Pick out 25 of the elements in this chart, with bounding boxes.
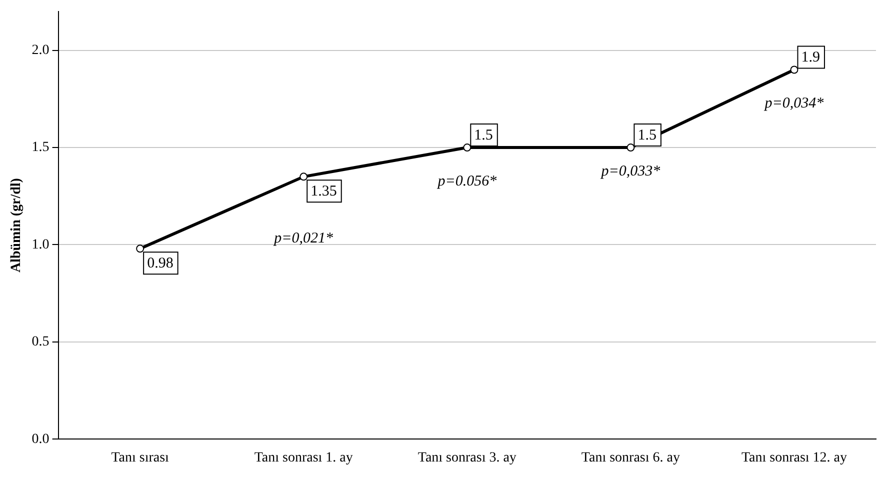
annotation: p=0,021* xyxy=(273,230,334,247)
point xyxy=(463,144,472,152)
data-label: 1.35 xyxy=(310,184,337,200)
y-tick-label: 1.5 xyxy=(32,140,50,156)
annotation: p=0,034* xyxy=(764,96,824,112)
point xyxy=(790,66,798,74)
data-label: 0.98 xyxy=(147,256,174,272)
x-tick-label: Tanı sonrası 6. ay xyxy=(581,450,680,466)
y-tick-label: 0.0 xyxy=(32,432,50,447)
y-tick-label: 2.0 xyxy=(32,42,50,58)
y-tick-label: 1.0 xyxy=(32,237,50,252)
annotation: p=0.056* xyxy=(436,173,498,190)
x-tick-label: Tanı sonrası 3. ay xyxy=(418,450,516,466)
point xyxy=(626,144,635,152)
data-label: 1.5 xyxy=(638,127,656,144)
y-tick-label: 0.5 xyxy=(32,334,50,350)
x-tick-label: Tanı sonrası 12. ay xyxy=(741,450,848,466)
x-tick-label: Tanı sonrası 1. ay xyxy=(254,450,353,466)
point xyxy=(300,172,308,181)
data-label: 1.5 xyxy=(474,127,493,144)
y-axis-title: Albümin (gr/dl) xyxy=(9,178,24,273)
data-label: 1.9 xyxy=(801,50,820,66)
point xyxy=(136,244,144,253)
x-tick-label: Tanı sırası xyxy=(111,450,170,466)
annotation: p=0,033* xyxy=(600,163,661,180)
